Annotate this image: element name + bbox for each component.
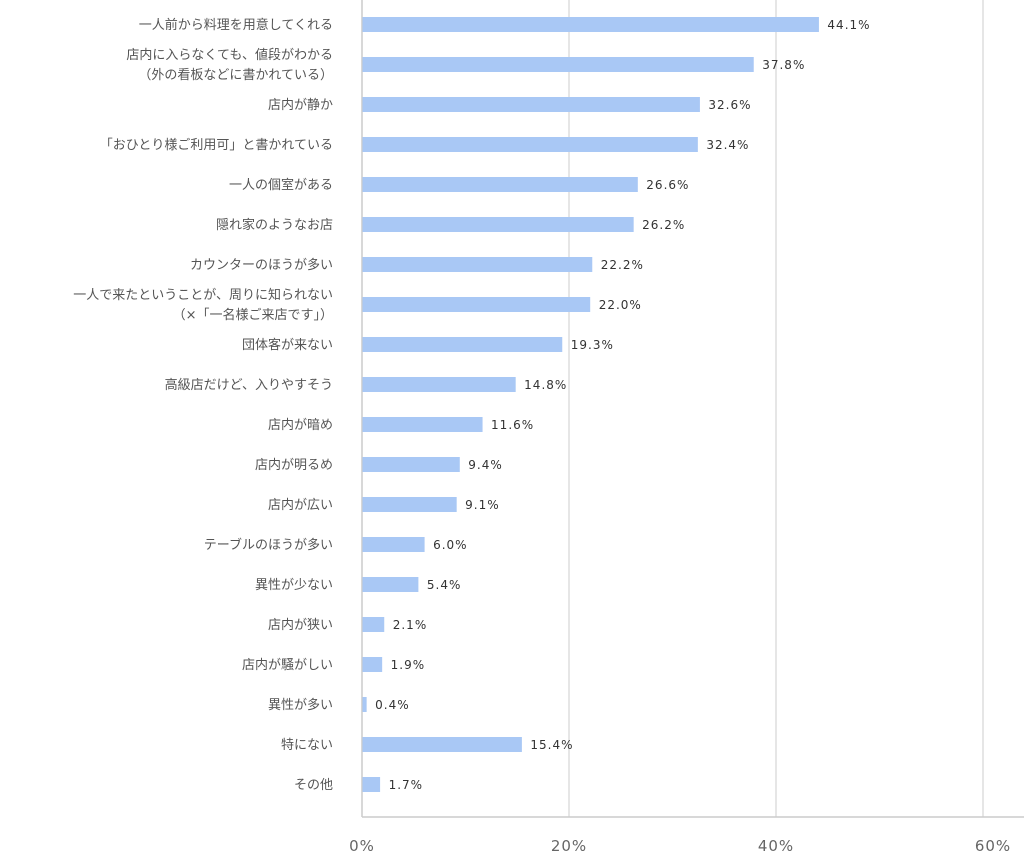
bar-value-label: 6.0% bbox=[433, 538, 468, 552]
bar-value-label: 37.8% bbox=[762, 58, 805, 72]
category-label: 店内が静か bbox=[268, 97, 333, 113]
category-label: 異性が少ない bbox=[255, 578, 333, 593]
category-label: テーブルのほうが多い bbox=[204, 537, 333, 553]
category-label: 高級店だけど、入りやすそう bbox=[165, 377, 333, 393]
bar-value-label: 44.1% bbox=[827, 18, 870, 32]
bar-value-label: 26.2% bbox=[642, 218, 685, 232]
bar-value-label: 5.4% bbox=[427, 578, 462, 592]
x-tick-label: 60% bbox=[975, 837, 1011, 854]
value-label-layer: 44.1% 37.8% 32.6% 32.4% 26.6% 26.2% 22.2% 22.0%… bbox=[375, 18, 870, 792]
bar-value-label: 32.6% bbox=[708, 98, 751, 112]
bar bbox=[362, 737, 522, 752]
bar-value-label: 14.8% bbox=[524, 378, 567, 392]
bar bbox=[362, 417, 483, 432]
bar-value-label: 22.2% bbox=[601, 258, 644, 272]
category-label: 一人前から料理を用意してくれる bbox=[139, 17, 333, 33]
bar-value-label: 32.4% bbox=[706, 138, 749, 152]
bar bbox=[362, 577, 419, 592]
category-label: 隠れ家のようなお店 bbox=[216, 217, 333, 233]
bar bbox=[362, 97, 700, 112]
bar bbox=[362, 497, 457, 512]
category-label: 店内が騒がしい bbox=[242, 657, 333, 673]
category-label: 店内が狭い bbox=[268, 617, 333, 633]
category-label: 店内が明るめ bbox=[255, 457, 333, 473]
bar bbox=[362, 257, 593, 272]
category-label: （外の看板などに書かれている） bbox=[138, 67, 333, 83]
bar bbox=[362, 137, 698, 152]
category-label: 店内が広い bbox=[268, 497, 333, 513]
category-label: 一人の個室がある bbox=[229, 177, 333, 193]
grid-layer bbox=[361, 0, 1024, 818]
category-label: 店内に入らなくても、値段がわかる bbox=[126, 47, 333, 63]
bar-value-label: 2.1% bbox=[393, 618, 428, 632]
bar bbox=[362, 337, 563, 352]
category-label: 異性が多い bbox=[268, 697, 333, 713]
bar bbox=[362, 377, 516, 392]
x-tick-label: 40% bbox=[758, 837, 794, 854]
bar bbox=[362, 177, 638, 192]
category-label: その他 bbox=[294, 778, 333, 793]
category-label: 「おひとり様ご利用可」と書かれている bbox=[100, 137, 333, 153]
category-label: カウンターのほうが多い bbox=[190, 257, 333, 273]
tick-label-layer: 0% 20% 40% 60% bbox=[349, 837, 1011, 854]
bar bbox=[362, 297, 591, 312]
x-tick-label: 0% bbox=[349, 837, 375, 854]
bar-value-label: 0.4% bbox=[375, 698, 410, 712]
x-tick-label: 20% bbox=[551, 837, 587, 854]
category-label: 一人で来たということが、周りに知られない bbox=[73, 287, 333, 303]
bar bbox=[362, 57, 754, 72]
bar-layer bbox=[362, 17, 819, 792]
bar-value-label: 1.7% bbox=[389, 778, 424, 792]
category-label: （×「一名様ご来店です」） bbox=[173, 307, 333, 323]
category-label: 団体客が来ない bbox=[242, 337, 333, 353]
bar bbox=[362, 697, 367, 712]
bar bbox=[362, 617, 385, 632]
category-label: 特にない bbox=[281, 738, 333, 753]
category-label: 店内が暗め bbox=[268, 417, 333, 433]
bar bbox=[362, 777, 381, 792]
bar bbox=[362, 217, 634, 232]
bar-value-label: 11.6% bbox=[491, 418, 534, 432]
bar-value-label: 9.4% bbox=[468, 458, 503, 472]
bar bbox=[362, 537, 425, 552]
bar-value-label: 26.6% bbox=[646, 178, 689, 192]
bar-value-label: 9.1% bbox=[465, 498, 500, 512]
bar-value-label: 22.0% bbox=[599, 298, 642, 312]
bar-value-label: 15.4% bbox=[530, 738, 573, 752]
bar bbox=[362, 457, 460, 472]
bar bbox=[362, 17, 819, 32]
bar bbox=[362, 657, 383, 672]
bar-value-label: 1.9% bbox=[391, 658, 426, 672]
bar-value-label: 19.3% bbox=[571, 338, 614, 352]
